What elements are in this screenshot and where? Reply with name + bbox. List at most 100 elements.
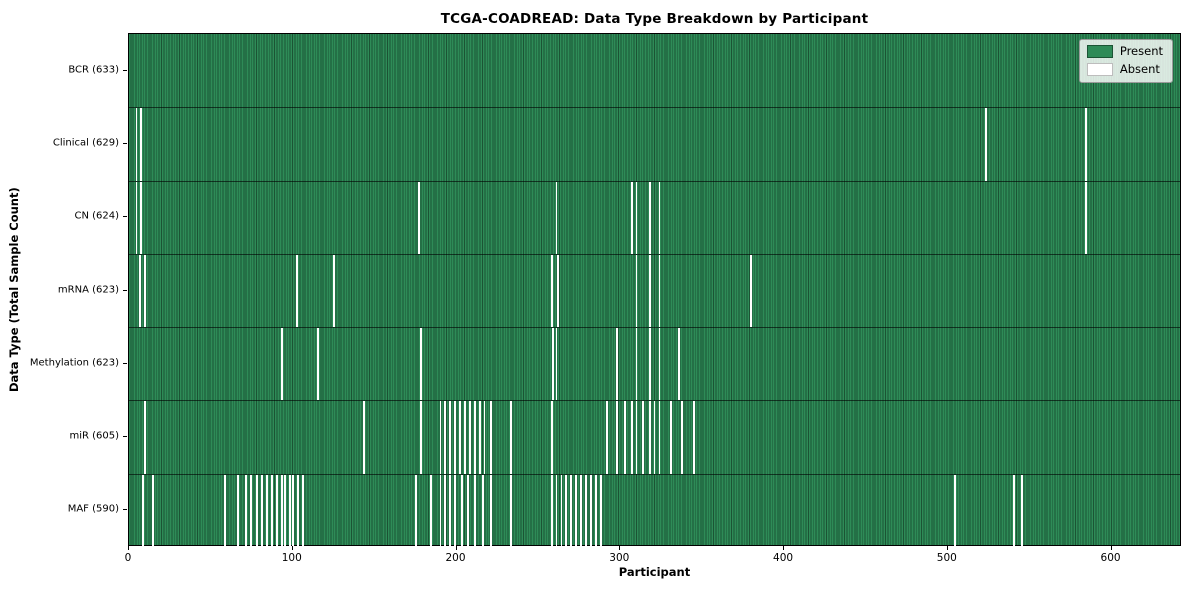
absent-stripe [460,474,463,547]
heatmap-rows [129,34,1180,547]
absent-stripe [560,474,563,547]
absent-stripe [140,108,143,181]
absent-stripe [555,181,558,254]
absent-stripe [642,401,645,474]
absent-stripe [245,474,247,547]
x-tick-label: 200 [445,552,466,564]
y-tick-label-cn: CN (624) [74,210,119,222]
x-tick-mark [291,546,293,550]
absent-stripe [316,328,319,401]
absent-stripe [635,401,638,474]
plot-area: Present Absent [128,33,1181,547]
absent-stripe [1013,474,1016,547]
absent-stripe [439,474,442,547]
absent-stripe [223,474,226,547]
x-tick-mark [455,546,457,550]
absent-stripe [444,474,447,547]
legend-item-absent: Absent [1086,61,1163,76]
absent-stripe [151,474,154,547]
heatmap-row-clinical [129,107,1180,181]
x-axis-ticks: 0 100 200 300 400 500 600 [124,546,1181,568]
absent-stripe [490,474,493,547]
absent-stripe [419,401,422,474]
absent-stripe [444,401,447,474]
absent-stripe [606,401,609,474]
y-axis-ticks: BCR (633) Clinical (629) CN (624) mRNA (623… [0,33,128,546]
absent-stripe [271,474,273,547]
absent-stripe [580,474,582,547]
legend-label-present: Present [1119,43,1163,58]
y-tick-label-maf: MAF (590) [67,503,119,515]
absent-stripe [653,401,656,474]
legend-label-absent: Absent [1119,61,1160,76]
absent-stripe [138,254,141,328]
absent-stripe [483,401,486,474]
absent-stripe [616,401,618,474]
absent-stripe [550,401,553,474]
x-tick-mark [619,546,621,550]
absent-stripe [266,474,269,547]
x-tick-label: 600 [1100,552,1121,564]
absent-stripe [557,254,560,328]
absent-stripe [550,254,553,328]
absent-stripe [261,474,264,547]
x-tick-label: 0 [124,552,132,564]
absent-stripe [449,474,452,547]
legend: Present Absent [1078,39,1173,83]
absent-stripe [750,254,752,328]
y-tick-mark [123,436,127,438]
absent-stripe [1085,108,1087,181]
absent-stripe [281,328,283,401]
absent-stripe [552,328,555,401]
absent-stripe [143,254,146,328]
absent-stripe [289,474,291,547]
absent-stripe [295,254,298,328]
absent-stripe [985,108,988,181]
y-tick-mark [123,69,127,71]
absent-stripe [658,401,661,474]
absent-stripe [681,401,684,474]
absent-stripe [140,181,143,254]
absent-stripe [415,474,417,547]
absent-stripe [256,474,259,547]
heatmap-row-mrna [129,253,1180,328]
absent-stripe [575,474,578,547]
heatmap-row-bcr [129,34,1180,107]
absent-stripe [464,401,466,474]
absent-stripe [555,474,558,547]
y-tick-mark [123,362,127,364]
absent-stripe [635,254,638,328]
absent-stripe [429,474,432,547]
absent-stripe [550,474,553,547]
absent-stripe [143,401,146,474]
absent-stripe [658,328,661,401]
absent-stripe [459,401,461,474]
absent-stripe [419,328,422,401]
absent-stripe [473,474,476,547]
x-axis-label: Participant [618,565,691,579]
absent-stripe [362,401,365,474]
absent-stripe [467,474,470,547]
absent-stripe [454,474,457,547]
y-tick-label-methylation: Methylation (623) [29,357,119,369]
x-tick-mark [1110,546,1112,550]
chart-title: TCGA-COADREAD: Data Type Breakdown by Pa… [440,11,869,27]
absent-stripe [594,474,597,547]
absent-stripe [648,254,651,328]
absent-stripe [482,474,484,547]
absent-stripe [333,254,336,328]
absent-stripe [236,474,239,547]
heatmap-row-mir [129,400,1180,474]
absent-stripe [142,474,144,547]
x-tick-mark [946,546,948,550]
absent-stripe [135,108,138,181]
y-axis-label: Data Type (Total Sample Count) [7,187,21,392]
x-tick-label: 400 [773,552,794,564]
absent-stripe [630,401,633,474]
absent-stripe [490,401,493,474]
absent-stripe [599,474,602,547]
y-tick-label-clinical: Clinical (629) [52,137,119,149]
absent-stripe [954,474,957,547]
absent-stripe [648,181,651,254]
y-tick-label-mrna: mRNA (623) [57,284,119,295]
